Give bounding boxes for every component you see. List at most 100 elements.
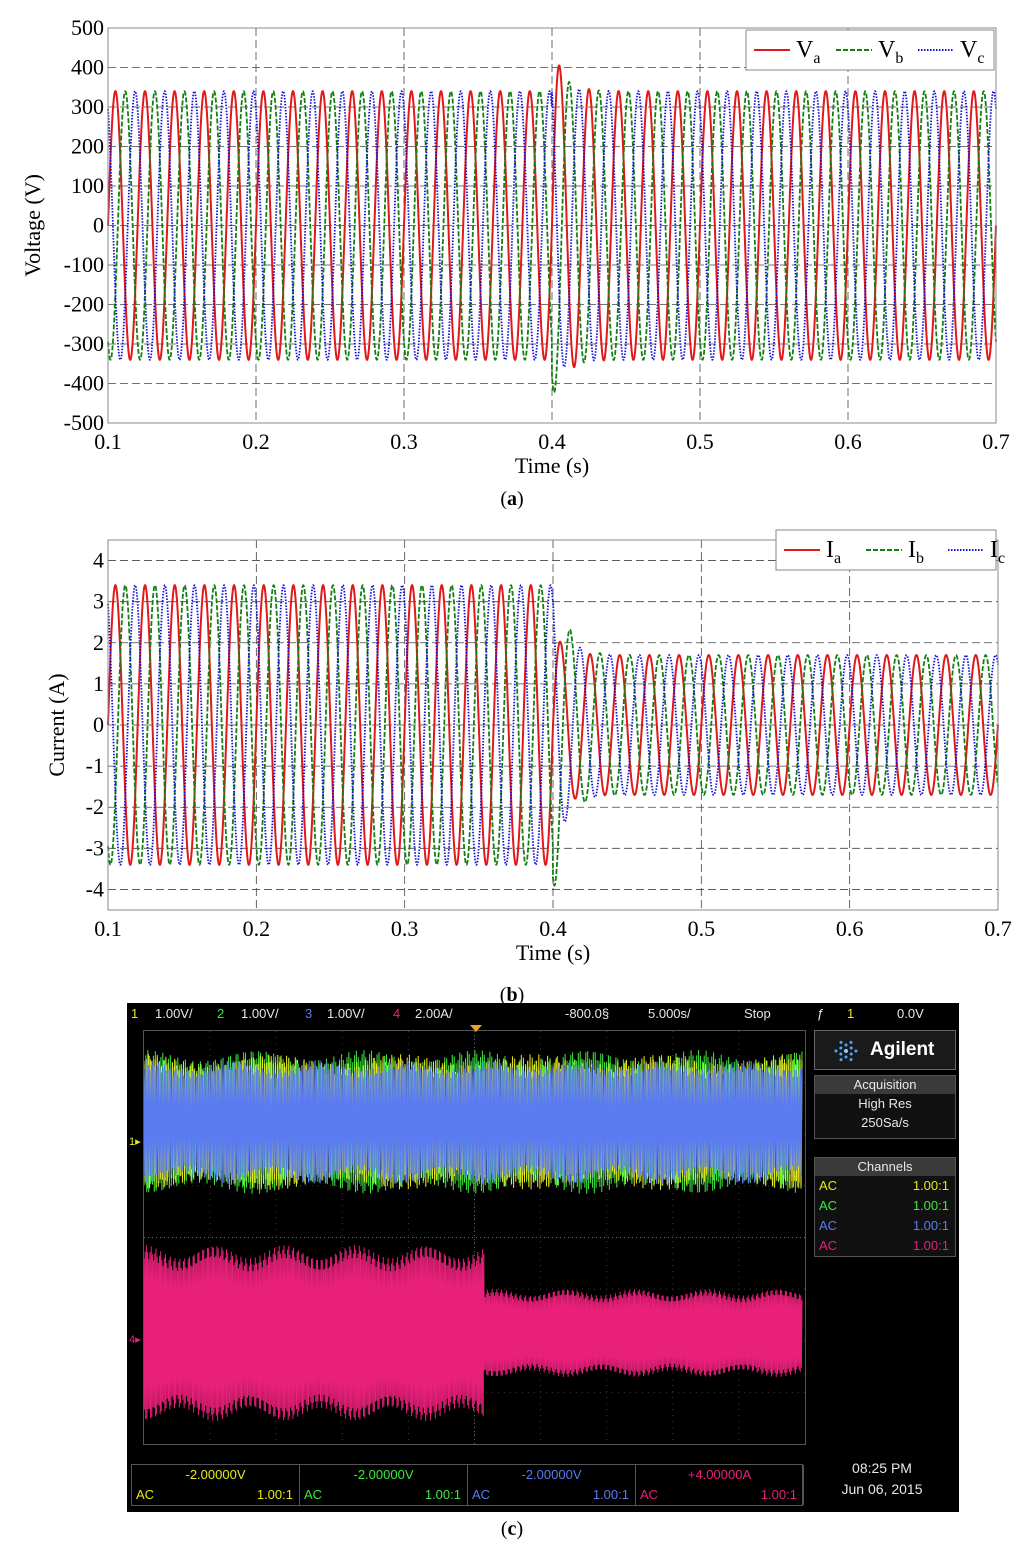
plot-border xyxy=(107,27,997,424)
ch1-label[interactable]: 1 xyxy=(131,1006,139,1021)
y-tick-label: -2 xyxy=(86,794,104,819)
spark-dot xyxy=(849,1040,853,1044)
y-tick-label: 0 xyxy=(93,213,104,238)
trigger-level[interactable]: 0.0V xyxy=(897,1006,924,1021)
scope-trace-ch4 xyxy=(143,1245,803,1421)
spark-center xyxy=(844,1049,848,1053)
ch2-scale[interactable]: 1.00V/ xyxy=(241,1006,279,1021)
legend-subscript: c xyxy=(977,50,984,67)
y-tick-label: -4 xyxy=(86,876,104,901)
brand-box: Agilent xyxy=(814,1030,956,1070)
scope-side-panel: Agilent Acquisition High Res 250Sa/s Cha… xyxy=(814,1030,956,1300)
ch1-ground-marker-label: 1 xyxy=(129,1136,136,1148)
x-tick-label: 0.7 xyxy=(982,429,1010,454)
spark-dot xyxy=(849,1058,853,1062)
acquisition-header: Acquisition xyxy=(815,1076,955,1094)
x-tick-label: 0.1 xyxy=(94,916,122,941)
y-tick-label: 1 xyxy=(93,671,104,696)
channel-coupling: AC xyxy=(640,1487,659,1502)
series-line-va xyxy=(107,64,997,369)
timebase-readout[interactable]: 5.000s/ xyxy=(648,1006,691,1021)
spark-dot xyxy=(849,1052,853,1056)
y-tick-label: 500 xyxy=(71,15,104,40)
legend: Va Vb Vc xyxy=(745,29,995,71)
y-tick-label: -1 xyxy=(86,753,104,778)
channel-offset: -2.00000V xyxy=(185,1467,246,1482)
legend-subscript: c xyxy=(998,550,1005,567)
channel-row[interactable]: AC 1.00:1 xyxy=(815,1196,955,1216)
voltage-chart: 0.1 0.2 0.3 0.4 0.5 0.6 0.7 -500 -400 -300 -200 -10… xyxy=(20,15,1010,478)
y-axis-label: Current (A) xyxy=(44,673,69,776)
series-line-ic xyxy=(107,584,999,866)
x-axis-label: Time (s) xyxy=(516,940,590,965)
legend-label-ic: Ic xyxy=(990,537,1005,567)
channel-probe-ratio: 1.00:1 xyxy=(424,1487,461,1502)
y-axis-label: Voltage (V) xyxy=(20,174,45,277)
oscilloscope-screenshot: 1 1.00V/ 2 1.00V/ 3 1.00V/ 4 2.00A/ -800… xyxy=(127,1003,959,1512)
y-tick-label: 3 xyxy=(93,589,104,614)
trigger-channel[interactable]: 1 xyxy=(847,1006,855,1021)
channels-header: Channels xyxy=(815,1158,955,1176)
ch4-scale[interactable]: 2.00A/ xyxy=(415,1006,453,1021)
legend-subscript: b xyxy=(895,50,903,67)
y-tick-label: -400 xyxy=(64,371,104,396)
x-tick-label: 0.3 xyxy=(391,916,419,941)
x-tick-label: 0.5 xyxy=(686,429,714,454)
y-tick-label: 2 xyxy=(93,630,104,655)
caption-b: (b) xyxy=(499,984,525,1006)
channel-probe-ratio: 1.00:1 xyxy=(912,1218,949,1233)
trigger-edge-icon: ƒ xyxy=(817,1006,825,1021)
channel-coupling: AC xyxy=(472,1487,491,1502)
channel-coupling: AC xyxy=(819,1238,838,1253)
channel-offset-cell-2[interactable]: -2.00000V AC 1.00:1 xyxy=(300,1465,468,1505)
series-line-vb xyxy=(107,80,997,394)
clock-date: Jun 06, 2015 xyxy=(841,1481,923,1497)
delay-readout[interactable]: -800.0§ xyxy=(565,1006,610,1021)
acquisition-rate: 250Sa/s xyxy=(861,1115,909,1130)
ch4-ground-marker: 4▸ xyxy=(129,1334,141,1346)
channel-row[interactable]: AC 1.00:1 xyxy=(815,1216,955,1236)
channels-list: AC 1.00:1 AC 1.00:1 AC 1.00:1 AC 1.00:1 xyxy=(815,1176,955,1256)
y-tick-label: 300 xyxy=(71,94,104,119)
trigger-position-marker xyxy=(470,1025,482,1032)
spark-dot xyxy=(839,1058,843,1062)
ch3-label[interactable]: 3 xyxy=(305,1006,313,1021)
caption-a: (a) xyxy=(500,488,524,510)
y-tick-label: -3 xyxy=(86,835,104,860)
x-tick-label: 0.3 xyxy=(390,429,418,454)
ch1-scale[interactable]: 1.00V/ xyxy=(155,1006,193,1021)
current-chart-panel: 0.1 0.2 0.3 0.4 0.5 0.6 0.7 -4 -3 -2 -1 0 1 2 3 4 Time (… xyxy=(0,518,1024,1008)
ch1-ground-marker: 1▸ xyxy=(129,1136,141,1148)
y-tick-label: 100 xyxy=(71,173,104,198)
channel-row[interactable]: AC 1.00:1 xyxy=(815,1176,955,1196)
acquisition-box[interactable]: Acquisition High Res 250Sa/s xyxy=(814,1075,956,1139)
channel-offset-cell-4[interactable]: +4.00000A AC 1.00:1 xyxy=(636,1465,804,1505)
scope-waveform-area xyxy=(143,1031,805,1444)
y-tick-label: 400 xyxy=(71,55,104,80)
x-tick-label: 0.2 xyxy=(242,429,270,454)
y-tick-label: -200 xyxy=(64,292,104,317)
clock-time: 08:25 PM xyxy=(852,1460,912,1476)
y-tick-label: -300 xyxy=(64,331,104,356)
run-state[interactable]: Stop xyxy=(744,1006,771,1021)
caption-b-letter: b xyxy=(506,984,518,1006)
channel-row[interactable]: AC 1.00:1 xyxy=(815,1236,955,1256)
y-tick-label: -100 xyxy=(64,252,104,277)
caption-a-letter: a xyxy=(507,488,517,510)
x-axis-label: Time (s) xyxy=(515,453,589,478)
spark-dot xyxy=(839,1040,843,1044)
caption-c: (c) xyxy=(500,1518,524,1540)
legend-subscript: a xyxy=(834,550,841,567)
scope-topbar: 1 1.00V/ 2 1.00V/ 3 1.00V/ 4 2.00A/ -800… xyxy=(127,1003,959,1025)
x-tick-label: 0.5 xyxy=(688,916,716,941)
channel-offset-cell-3[interactable]: -2.00000V AC 1.00:1 xyxy=(468,1465,636,1505)
channels-box[interactable]: Channels AC 1.00:1 AC 1.00:1 AC 1.00:1 AC 1.00:… xyxy=(814,1157,956,1257)
x-tick-label: 0.2 xyxy=(243,916,271,941)
ch2-label[interactable]: 2 xyxy=(217,1006,225,1021)
spark-dot xyxy=(844,1055,848,1059)
ch3-scale[interactable]: 1.00V/ xyxy=(327,1006,365,1021)
channel-offset-cell-1[interactable]: -2.00000V AC 1.00:1 xyxy=(132,1465,300,1505)
ch4-label[interactable]: 4 xyxy=(393,1006,401,1021)
channel-probe-ratio: 1.00:1 xyxy=(256,1487,293,1502)
scope-trace-ch2 xyxy=(143,1049,803,1194)
